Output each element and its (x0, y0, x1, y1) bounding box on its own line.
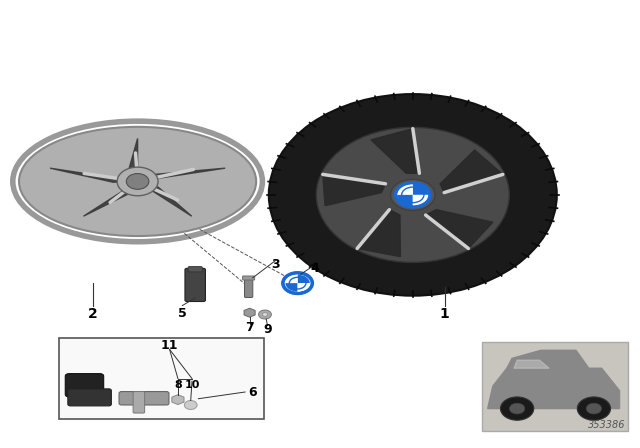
Text: 10: 10 (184, 380, 200, 390)
Wedge shape (413, 184, 428, 195)
Polygon shape (488, 368, 620, 409)
Polygon shape (507, 350, 589, 368)
Text: 6: 6 (248, 385, 257, 399)
Polygon shape (83, 181, 138, 216)
Circle shape (259, 310, 271, 319)
FancyBboxPatch shape (65, 374, 104, 397)
Polygon shape (440, 150, 503, 193)
Wedge shape (285, 275, 298, 283)
Text: 8: 8 (174, 380, 182, 390)
Circle shape (283, 273, 312, 293)
Polygon shape (323, 174, 385, 206)
Text: 11: 11 (161, 339, 179, 353)
Text: 5: 5 (178, 307, 187, 320)
Polygon shape (514, 360, 549, 368)
Text: 3: 3 (271, 258, 280, 271)
FancyBboxPatch shape (185, 268, 205, 302)
Text: 4: 4 (310, 262, 319, 276)
Circle shape (117, 167, 158, 196)
Polygon shape (138, 168, 225, 181)
Circle shape (586, 403, 602, 414)
Text: 353386: 353386 (588, 420, 626, 430)
Circle shape (509, 403, 525, 414)
Polygon shape (426, 210, 493, 249)
Wedge shape (285, 283, 298, 292)
Circle shape (390, 179, 435, 211)
Wedge shape (397, 184, 413, 195)
Ellipse shape (19, 127, 256, 236)
FancyBboxPatch shape (59, 338, 264, 419)
Wedge shape (413, 195, 428, 206)
Circle shape (269, 94, 557, 296)
Polygon shape (50, 168, 138, 182)
Polygon shape (357, 210, 401, 257)
Circle shape (316, 127, 509, 263)
Circle shape (126, 173, 149, 190)
Polygon shape (138, 181, 192, 216)
FancyBboxPatch shape (244, 277, 253, 297)
Text: 9: 9 (263, 323, 272, 336)
Wedge shape (397, 195, 413, 206)
Circle shape (262, 313, 268, 316)
Text: 7: 7 (245, 321, 254, 335)
FancyBboxPatch shape (482, 342, 628, 431)
Circle shape (577, 397, 611, 420)
FancyBboxPatch shape (188, 267, 202, 272)
Circle shape (500, 397, 534, 420)
Text: 1: 1 (440, 306, 450, 321)
FancyBboxPatch shape (243, 276, 255, 280)
FancyBboxPatch shape (133, 392, 145, 413)
Wedge shape (298, 275, 310, 283)
Circle shape (184, 401, 197, 409)
Text: 2: 2 (88, 306, 98, 321)
Polygon shape (129, 138, 138, 181)
FancyBboxPatch shape (68, 389, 111, 406)
Circle shape (396, 183, 430, 207)
Polygon shape (371, 129, 419, 173)
FancyBboxPatch shape (119, 392, 169, 405)
Wedge shape (298, 283, 310, 292)
